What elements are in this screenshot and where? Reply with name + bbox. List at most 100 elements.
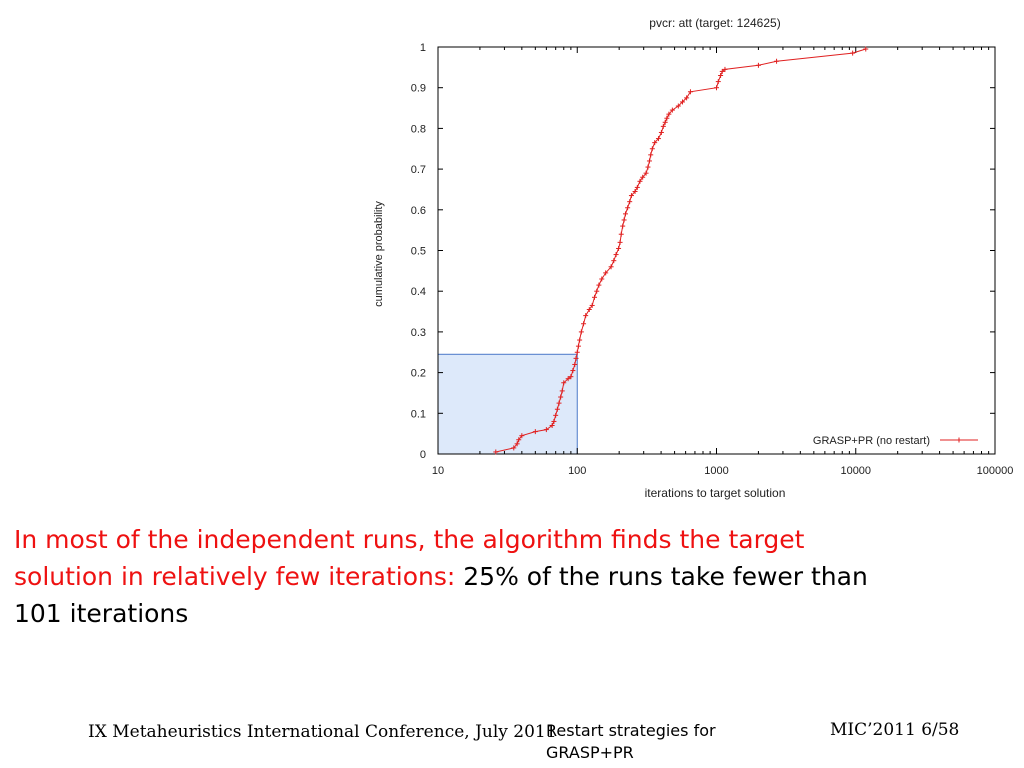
data-point — [640, 174, 646, 180]
data-point — [556, 400, 562, 406]
y-axis-label: cumulative probability — [373, 201, 385, 307]
data-point — [643, 170, 649, 176]
chart-title: pvcr: att (target: 124625) — [649, 16, 780, 30]
data-point — [627, 199, 633, 205]
highlight-region — [437, 353, 578, 455]
data-point — [583, 313, 589, 319]
chart: pvcr: att (target: 124625) cumulative pr… — [373, 16, 1014, 500]
data-point — [617, 239, 623, 245]
y-tick-label: 0.7 — [411, 164, 426, 176]
footer-talk-title: Restart strategies for GRASP+PR — [546, 721, 716, 762]
y-tick-label: 0 — [420, 449, 426, 461]
caption: In most of the independent runs, the alg… — [14, 521, 874, 632]
data-point — [680, 99, 686, 105]
data-point — [543, 427, 549, 433]
data-point — [718, 72, 724, 78]
data-point — [613, 252, 619, 258]
data-point — [516, 437, 522, 443]
data-point — [532, 429, 538, 435]
legend-label: GRASP+PR (no restart) — [813, 435, 930, 447]
caption-red-text: In most of the independent runs, the alg… — [14, 525, 805, 591]
data-point — [589, 302, 595, 308]
data-point — [519, 433, 525, 439]
data-point — [574, 349, 580, 355]
data-point — [675, 103, 681, 109]
data-point — [774, 58, 780, 64]
data-point — [570, 368, 576, 374]
data-point — [646, 158, 652, 164]
data-point — [558, 394, 564, 400]
x-axis-label: iterations to target solution — [645, 486, 786, 500]
data-point — [664, 115, 670, 121]
data-point — [666, 111, 672, 117]
data-point — [621, 217, 627, 223]
y-tick-label: 0.1 — [411, 408, 426, 420]
data-point — [719, 68, 725, 74]
data-point — [684, 95, 690, 101]
data-point — [662, 119, 668, 125]
legend: GRASP+PR (no restart) — [813, 435, 978, 447]
data-point — [863, 46, 869, 52]
data-point — [553, 412, 559, 418]
data-point — [596, 282, 602, 288]
data-point — [645, 164, 651, 170]
data-point — [669, 107, 675, 113]
data-point — [622, 211, 628, 217]
y-tick-label: 0.5 — [411, 246, 426, 258]
data-point — [581, 321, 587, 327]
data-point — [611, 258, 617, 264]
x-tick-label: 10 — [432, 465, 444, 477]
x-tick-label: 100000 — [977, 465, 1014, 477]
data-point — [714, 85, 719, 91]
data-point — [603, 270, 609, 276]
footer-conference: IX Metaheuristics International Conferen… — [88, 722, 557, 742]
data-point — [554, 406, 560, 412]
y-tick-label: 0.9 — [411, 83, 426, 95]
data-point — [594, 288, 600, 294]
data-point — [715, 79, 721, 85]
data-point — [755, 62, 761, 68]
x-tick-label: 1000 — [704, 465, 728, 477]
data-point — [572, 361, 578, 367]
y-tick-label: 0.6 — [411, 205, 426, 217]
data-point — [514, 441, 520, 447]
data-point — [568, 374, 574, 380]
footer-page-number: MIC’2011 6/58 — [830, 720, 960, 740]
data-point — [549, 423, 555, 429]
data-point — [565, 376, 571, 382]
data-point — [575, 343, 581, 349]
x-tick-label: 100 — [568, 465, 586, 477]
data-point — [559, 388, 565, 394]
data-point — [573, 355, 579, 361]
data-point — [493, 449, 499, 455]
data-point — [608, 264, 614, 270]
y-tick-label: 0.3 — [411, 327, 426, 339]
data-point — [648, 152, 654, 158]
x-tick-label: 10000 — [840, 465, 871, 477]
y-tick-label: 0.4 — [411, 286, 426, 298]
data-point — [652, 140, 658, 146]
data-point — [591, 294, 597, 300]
data-point — [850, 50, 856, 56]
data-point — [561, 380, 567, 386]
y-tick-label: 0.8 — [411, 123, 426, 135]
y-tick-label: 0.2 — [411, 368, 426, 380]
data-point — [660, 123, 666, 129]
data-point — [620, 223, 626, 229]
data-point — [511, 445, 517, 451]
data-point — [658, 129, 664, 135]
data-point — [586, 307, 592, 313]
data-point — [722, 66, 728, 72]
data-point — [634, 184, 640, 190]
data-point — [616, 245, 622, 251]
data-point — [577, 337, 583, 343]
data-point — [551, 418, 557, 424]
data-point — [632, 188, 638, 194]
data-point — [637, 178, 643, 184]
data-point — [687, 89, 693, 95]
data-point — [649, 146, 655, 152]
data-point — [599, 276, 605, 282]
data-point — [628, 193, 634, 199]
data-point — [655, 136, 661, 142]
caption-black-text: 25% of the runs take fewer than 101 iter… — [14, 562, 868, 628]
